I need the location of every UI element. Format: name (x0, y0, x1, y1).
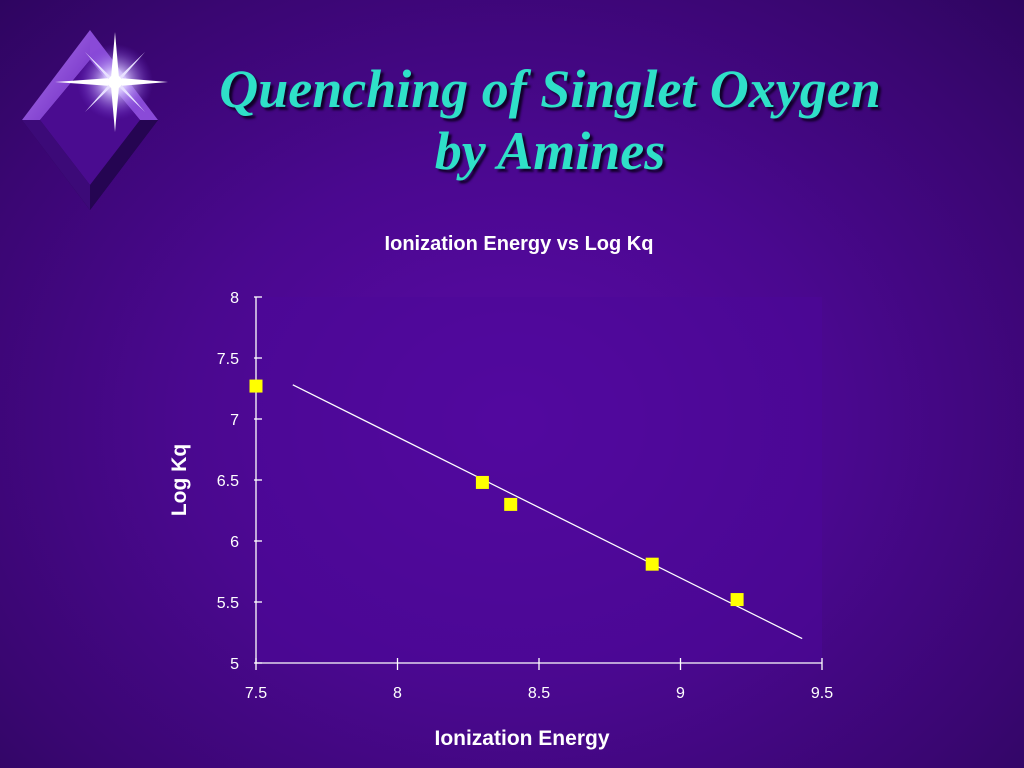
y-tick-label: 5 (230, 656, 239, 673)
x-tick-label: 9 (676, 685, 685, 702)
data-point (645, 557, 659, 571)
trendline (292, 384, 803, 640)
data-points (249, 379, 744, 607)
diamond-star-logo-icon (22, 30, 168, 210)
y-tick-label: 7 (230, 412, 239, 429)
data-point (475, 475, 489, 489)
y-tick-label: 6.5 (217, 473, 239, 490)
x-tick-label: 9.5 (811, 685, 833, 702)
y-tick-label: 5.5 (217, 595, 239, 612)
data-point (504, 497, 518, 511)
chart-title: Ionization Energy vs Log Kq (385, 233, 654, 255)
plot-area (256, 297, 822, 663)
y-tick-label: 6 (230, 534, 239, 551)
data-point (730, 593, 744, 607)
x-tick-label: 8.5 (528, 685, 550, 702)
x-axis: 7.5 8 8.5 9 9.5 (245, 658, 833, 702)
y-tick-label: 7.5 (217, 351, 239, 368)
x-tick-label: 7.5 (245, 685, 267, 702)
y-tick-label: 8 (230, 290, 239, 307)
slide-title-line-2: by Amines (434, 121, 666, 181)
x-axis-label: Ionization Energy (434, 727, 609, 750)
x-tick-label: 8 (393, 685, 402, 702)
slide-title-line-1: Quenching of Singlet Oxygen (219, 59, 881, 119)
data-point (249, 379, 263, 393)
slide-title: Quenching of Singlet Oxygen by Amines (150, 58, 950, 182)
y-axis-label: Log Kq (168, 444, 191, 516)
y-axis: 5 5.5 6 6.5 7 7.5 8 (217, 290, 262, 673)
